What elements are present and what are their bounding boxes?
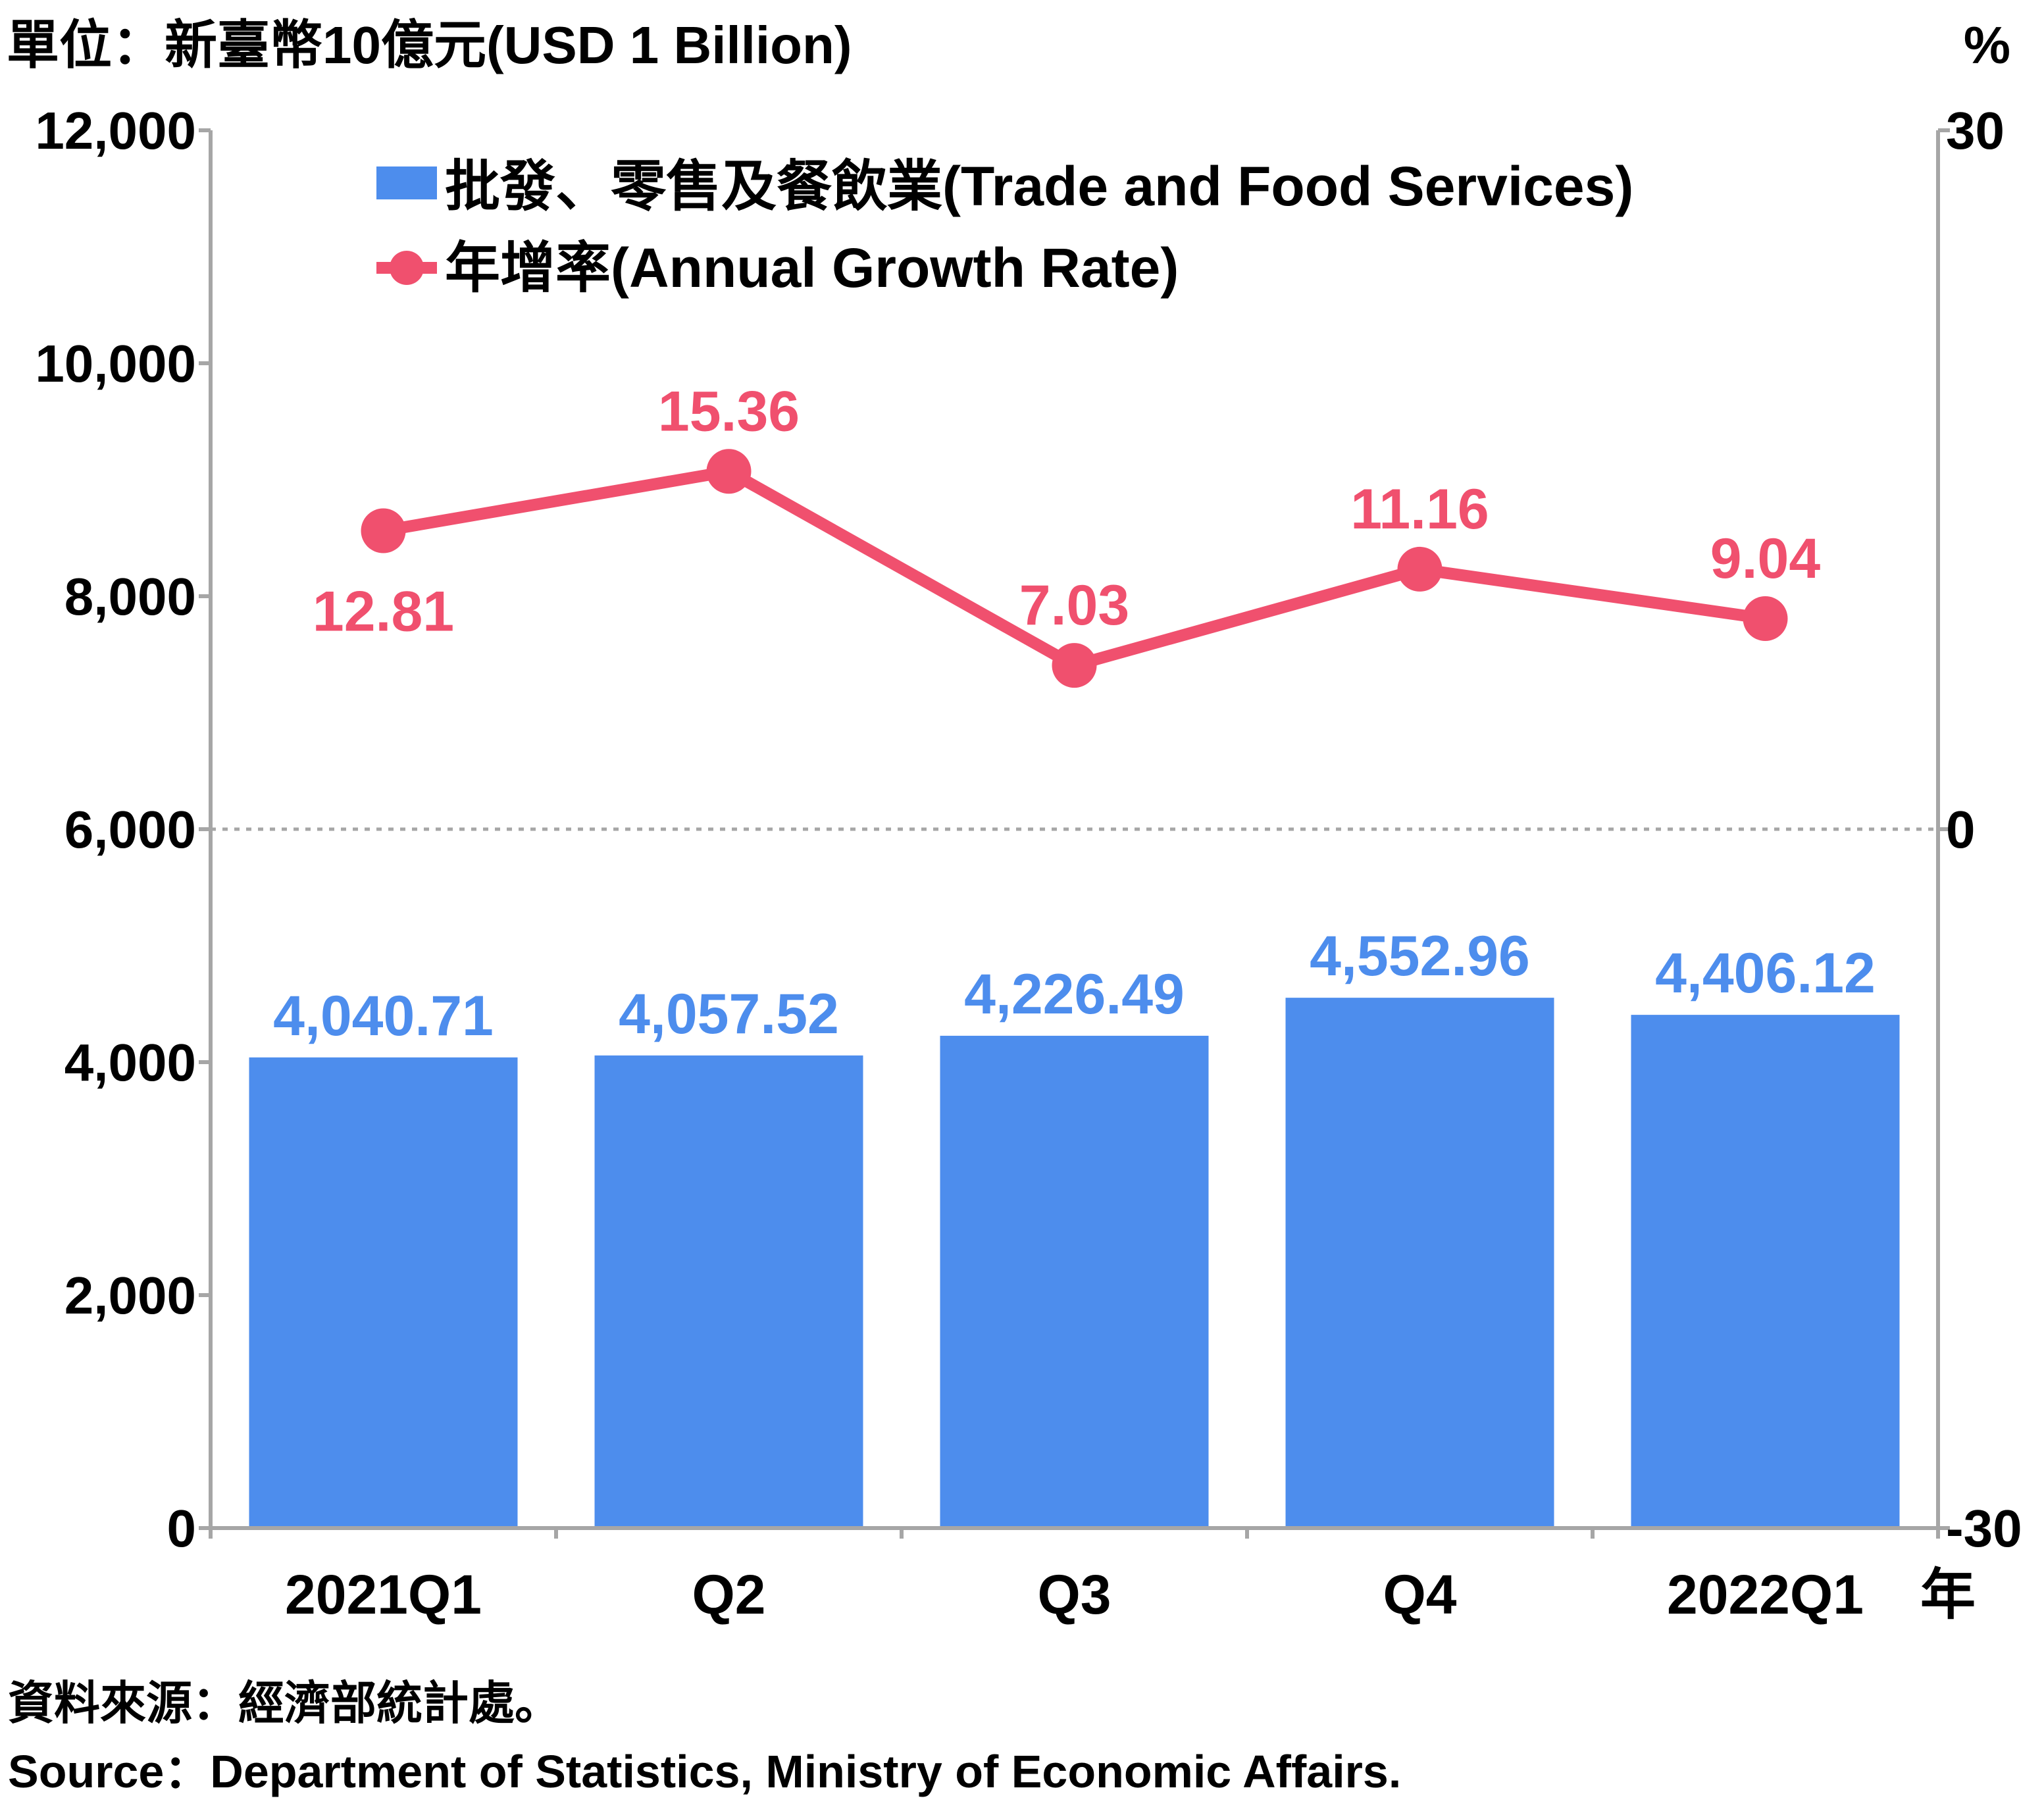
bar-value-label: 4,040.71	[273, 984, 494, 1048]
right-tick-label: 0	[1946, 800, 1976, 859]
category-label: 2022Q1	[1667, 1564, 1864, 1625]
legend-line-marker	[390, 251, 424, 285]
left-tick-label: 8,000	[64, 567, 196, 626]
growth-rate-point	[706, 449, 752, 494]
growth-rate-label: 15.36	[658, 380, 800, 443]
growth-rate-label: 7.03	[1019, 574, 1129, 637]
source-english: Source：Department of Statistics, Ministr…	[8, 1746, 1401, 1797]
left-tick-label: 10,000	[35, 334, 196, 393]
left-tick-label: 6,000	[64, 800, 196, 859]
source-chinese: 資料來源：經濟部統計處。	[8, 1677, 561, 1729]
axes	[209, 130, 1940, 1539]
legend-line-label: 年增率(Annual Growth Rate)	[445, 237, 1179, 299]
right-tick-label: 30	[1946, 101, 2005, 160]
left-axis-ticks: 0 2,000 4,000 6,000 8,000 10,000 12,000	[35, 101, 211, 1558]
legend-bar-swatch	[376, 166, 437, 199]
category-label: Q3	[1037, 1564, 1111, 1625]
bar	[594, 1055, 863, 1528]
bar-value-label: 4,406.12	[1655, 942, 1876, 1005]
growth-rate-label: 12.81	[313, 580, 454, 644]
growth-rate-point	[1743, 596, 1788, 641]
left-tick-label: 12,000	[35, 101, 196, 160]
bar-value-label: 4,552.96	[1310, 925, 1530, 988]
category-label: Q4	[1383, 1564, 1456, 1625]
right-tick-label: -30	[1946, 1499, 2022, 1558]
growth-rate-point	[1052, 643, 1097, 688]
bar	[940, 1035, 1209, 1528]
growth-rate-series: 12.81 15.36 7.03 11.16 9.04	[313, 380, 1820, 688]
bar	[1285, 998, 1554, 1528]
legend: 批發、零售及餐飲業(Trade and Food Services) 年增率(A…	[376, 155, 1633, 299]
left-tick-label: 0	[167, 1499, 197, 1558]
bar	[249, 1057, 518, 1528]
legend-bar-label: 批發、零售及餐飲業(Trade and Food Services)	[445, 155, 1633, 217]
bar-value-label: 4,057.52	[619, 983, 839, 1046]
category-labels: 2021Q1 Q2 Q3 Q4 2022Q1	[285, 1564, 1864, 1625]
growth-rate-point	[1397, 546, 1443, 592]
year-suffix: 年	[1920, 1564, 1976, 1625]
growth-rate-label: 11.16	[1350, 478, 1489, 541]
left-tick-label: 4,000	[64, 1033, 196, 1092]
right-axis-ticks: -30 0 30	[1938, 101, 2022, 1558]
bar-value-label: 4,226.49	[964, 963, 1185, 1026]
category-label: 2021Q1	[285, 1564, 482, 1625]
bar-series: 4,040.71 4,057.52 4,226.49 4,552.96 4,406.12	[249, 925, 1900, 1528]
left-axis-unit: 單位：新臺幣10億元(USD 1 Billion)	[7, 16, 852, 74]
bar	[1631, 1015, 1900, 1528]
left-tick-label: 2,000	[64, 1266, 196, 1325]
right-axis-unit: %	[1964, 16, 2010, 74]
growth-rate-point	[361, 508, 406, 553]
growth-rate-label: 9.04	[1710, 527, 1821, 590]
category-label: Q2	[692, 1564, 765, 1625]
